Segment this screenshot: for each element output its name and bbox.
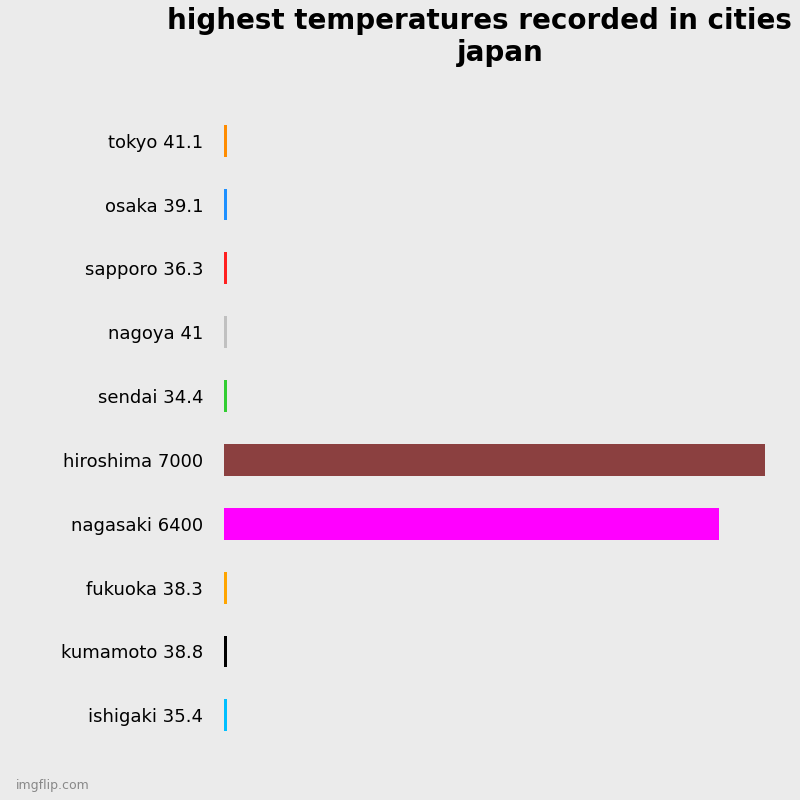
Title: highest temperatures recorded in cities of
japan: highest temperatures recorded in cities … (167, 7, 800, 67)
Bar (224, 380, 226, 412)
Bar (224, 316, 227, 348)
Bar (224, 508, 718, 540)
Bar (224, 125, 227, 157)
Text: imgflip.com: imgflip.com (16, 779, 90, 792)
Bar (224, 444, 765, 476)
Bar (224, 635, 227, 667)
Bar (224, 572, 227, 603)
Bar (224, 699, 226, 731)
Bar (224, 253, 227, 284)
Bar (224, 189, 227, 221)
